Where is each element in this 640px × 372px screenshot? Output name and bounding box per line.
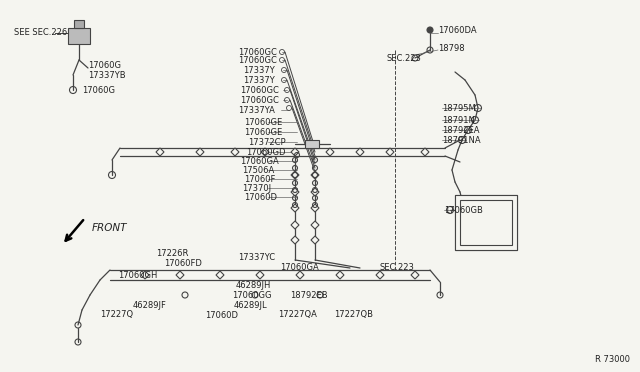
Polygon shape xyxy=(291,204,299,212)
Text: 17337Y: 17337Y xyxy=(243,76,275,84)
Polygon shape xyxy=(291,148,299,156)
Text: 18792EA: 18792EA xyxy=(442,125,479,135)
Text: FRONT: FRONT xyxy=(92,223,127,233)
Text: 46289JH: 46289JH xyxy=(236,280,271,289)
Text: 18795M: 18795M xyxy=(442,103,476,112)
Polygon shape xyxy=(231,148,239,156)
Text: 17337YB: 17337YB xyxy=(88,71,125,80)
Text: 17060DA: 17060DA xyxy=(438,26,477,35)
Text: 18791NA: 18791NA xyxy=(442,135,481,144)
Polygon shape xyxy=(256,271,264,279)
Bar xyxy=(68,28,90,44)
Text: 18798: 18798 xyxy=(438,44,465,52)
Text: 18791N: 18791N xyxy=(442,115,475,125)
Text: 17060GB: 17060GB xyxy=(444,205,483,215)
Text: 17060GD: 17060GD xyxy=(246,148,285,157)
Polygon shape xyxy=(311,221,319,229)
Text: R 73000: R 73000 xyxy=(595,355,630,364)
Polygon shape xyxy=(326,148,334,156)
Polygon shape xyxy=(311,188,319,196)
Text: 17060GH: 17060GH xyxy=(118,270,157,279)
Text: 17337Y: 17337Y xyxy=(243,65,275,74)
Bar xyxy=(455,195,517,250)
Polygon shape xyxy=(216,271,224,279)
Bar xyxy=(305,140,319,148)
Circle shape xyxy=(427,27,433,33)
Polygon shape xyxy=(291,236,299,244)
Text: 17506A: 17506A xyxy=(242,166,275,174)
Text: 17060GA: 17060GA xyxy=(240,157,279,166)
Polygon shape xyxy=(421,148,429,156)
Text: 17060GG: 17060GG xyxy=(232,291,271,299)
Polygon shape xyxy=(291,188,299,196)
Text: SEC.223: SEC.223 xyxy=(380,263,415,273)
Polygon shape xyxy=(291,221,299,229)
Text: 17060GC: 17060GC xyxy=(240,96,279,105)
Polygon shape xyxy=(156,148,164,156)
Polygon shape xyxy=(336,271,344,279)
Bar xyxy=(74,20,84,28)
Text: 17060GA: 17060GA xyxy=(280,263,319,273)
Text: 17226R: 17226R xyxy=(156,248,188,257)
Polygon shape xyxy=(356,148,364,156)
Text: 17337YA: 17337YA xyxy=(238,106,275,115)
Text: 17060GC: 17060GC xyxy=(238,48,277,57)
Text: 17060GC: 17060GC xyxy=(238,55,277,64)
Text: 17060G: 17060G xyxy=(82,86,115,94)
Text: 17227Q: 17227Q xyxy=(100,311,133,320)
Polygon shape xyxy=(311,204,319,212)
Polygon shape xyxy=(376,271,384,279)
Text: 17337YC: 17337YC xyxy=(238,253,275,263)
Polygon shape xyxy=(386,148,394,156)
Text: 17060FD: 17060FD xyxy=(164,259,202,267)
Bar xyxy=(455,195,517,250)
Polygon shape xyxy=(311,236,319,244)
Text: 17060D: 17060D xyxy=(244,192,277,202)
Polygon shape xyxy=(311,171,319,179)
Text: SEC.223: SEC.223 xyxy=(387,54,422,62)
Polygon shape xyxy=(296,271,304,279)
Polygon shape xyxy=(411,271,419,279)
Text: 17370J: 17370J xyxy=(242,183,271,192)
Text: 18792EB: 18792EB xyxy=(290,291,328,299)
Text: 17060G: 17060G xyxy=(88,61,121,70)
Polygon shape xyxy=(261,148,269,156)
Polygon shape xyxy=(196,148,204,156)
Polygon shape xyxy=(291,171,299,179)
Polygon shape xyxy=(176,271,184,279)
Polygon shape xyxy=(141,271,149,279)
Text: 17060D: 17060D xyxy=(205,311,238,320)
Text: 17060GE: 17060GE xyxy=(244,128,282,137)
Text: 46289JF: 46289JF xyxy=(133,301,167,310)
Text: 17227QA: 17227QA xyxy=(278,311,317,320)
Text: SEE SEC.226: SEE SEC.226 xyxy=(14,28,67,36)
Text: 17060GC: 17060GC xyxy=(240,86,279,94)
Text: 46289JL: 46289JL xyxy=(234,301,268,310)
Text: 17060F: 17060F xyxy=(244,174,275,183)
Bar xyxy=(460,200,512,245)
Text: 17372CP: 17372CP xyxy=(248,138,285,147)
Text: 17060GE: 17060GE xyxy=(244,118,282,126)
Text: 17227QB: 17227QB xyxy=(334,311,373,320)
